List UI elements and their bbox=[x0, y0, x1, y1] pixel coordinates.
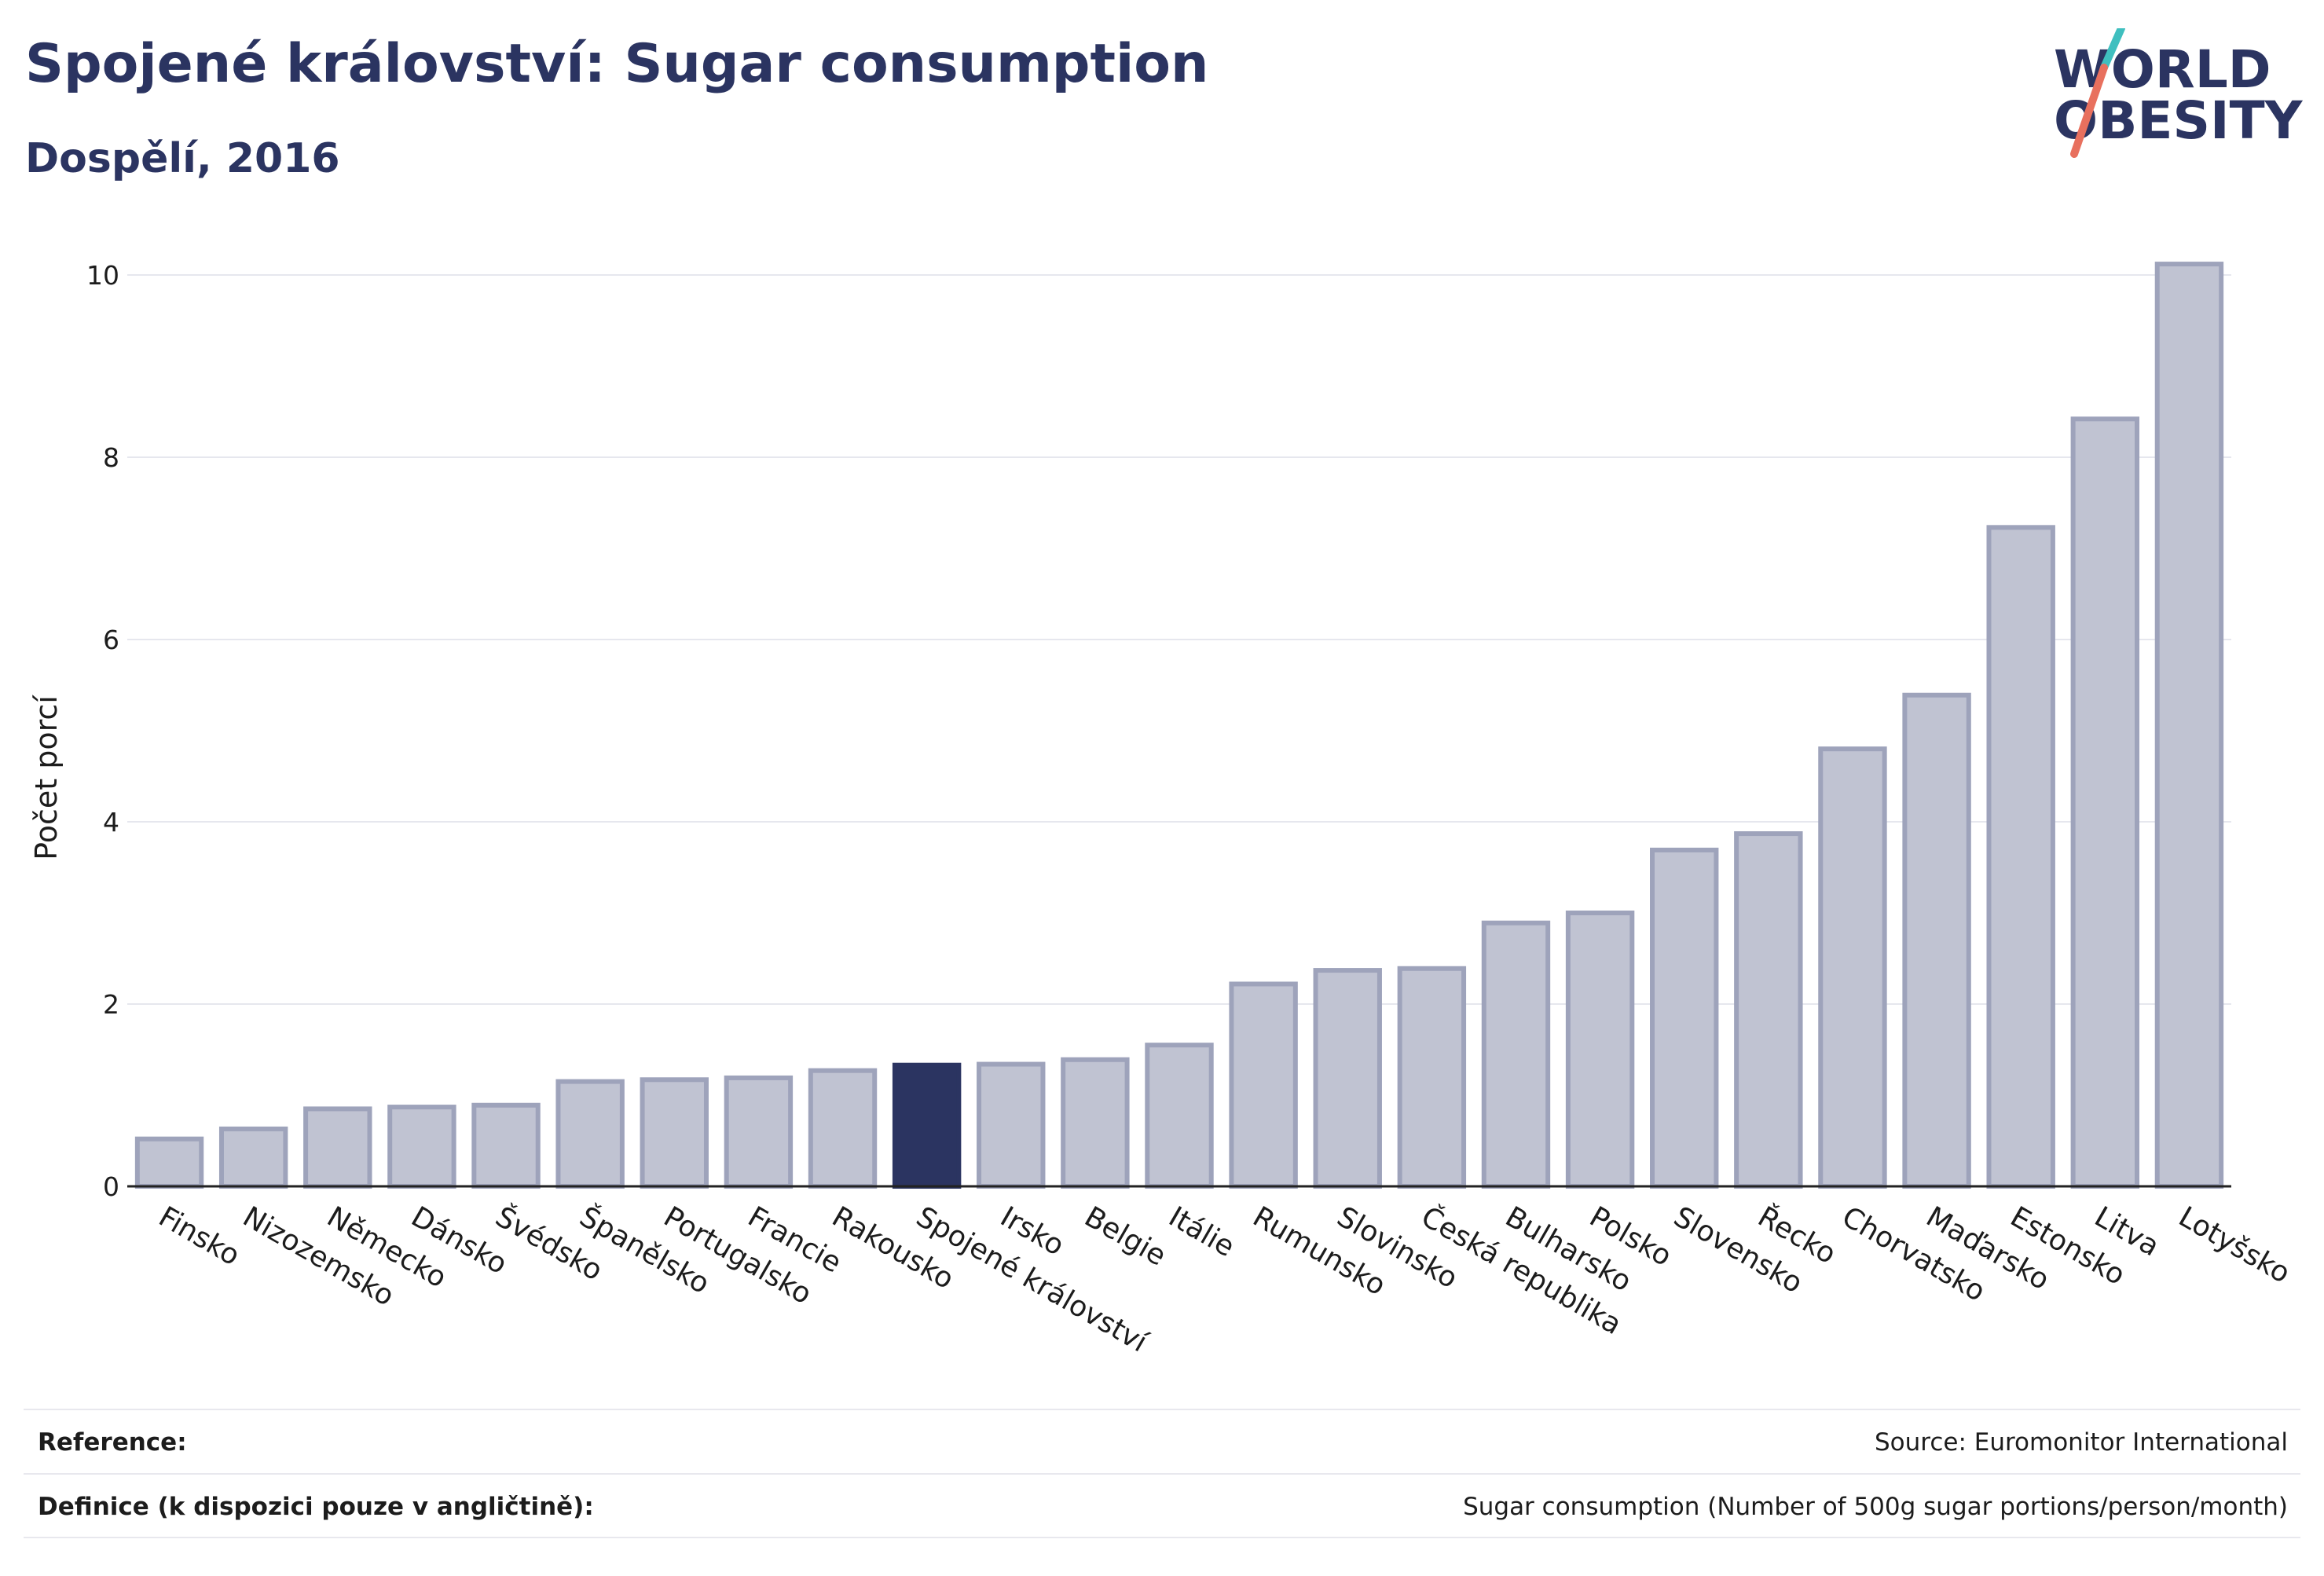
reference-label: Reference: bbox=[38, 1428, 187, 1457]
bar bbox=[808, 1068, 878, 1189]
logo-slash-teal bbox=[2100, 28, 2125, 71]
bar bbox=[2154, 262, 2224, 1189]
bar bbox=[218, 1126, 288, 1189]
bar bbox=[1986, 525, 2055, 1189]
page-subtitle: Dospělí, 2016 bbox=[25, 135, 340, 182]
bar bbox=[1734, 831, 1803, 1189]
definition-value: Sugar consumption (Number of 500g sugar … bbox=[1463, 1493, 2288, 1521]
footer-reference-row: Reference: Source: Euromonitor Internati… bbox=[24, 1409, 2300, 1475]
bar bbox=[555, 1079, 625, 1189]
bar bbox=[1481, 920, 1551, 1189]
y-tick-label: 4 bbox=[103, 807, 119, 837]
page-title: Spojené království: Sugar consumption bbox=[25, 33, 1209, 95]
y-tick-label: 6 bbox=[103, 625, 119, 655]
reference-value: Source: Euromonitor International bbox=[1874, 1428, 2288, 1457]
bar bbox=[1565, 911, 1635, 1189]
bar bbox=[1650, 847, 1719, 1189]
x-tick-label: Itálie bbox=[1164, 1200, 1241, 1263]
x-tick-label: Belgie bbox=[1079, 1200, 1171, 1272]
bar bbox=[1397, 966, 1467, 1189]
bar bbox=[1313, 968, 1382, 1189]
bar bbox=[1229, 981, 1298, 1189]
bar bbox=[724, 1075, 794, 1189]
bar bbox=[640, 1077, 709, 1189]
bar bbox=[1902, 692, 1971, 1189]
world-obesity-logo: WORLD OBESITY bbox=[2054, 28, 2304, 158]
y-axis-label: Počet porcí bbox=[29, 695, 64, 860]
x-tick-label: Finsko bbox=[153, 1200, 245, 1272]
bar bbox=[1145, 1043, 1214, 1189]
footer-definition-row: Definice (k dispozici pouze v angličtině… bbox=[24, 1473, 2300, 1539]
y-tick-label: 2 bbox=[103, 989, 119, 1020]
bar bbox=[303, 1106, 372, 1189]
logo-slash-coral bbox=[2070, 64, 2108, 158]
y-tick-label: 10 bbox=[86, 260, 119, 291]
y-tick-label: 8 bbox=[103, 442, 119, 473]
x-tick-label: Lotyšsko bbox=[2173, 1200, 2296, 1289]
definition-label: Definice (k dispozici pouze v angličtině… bbox=[38, 1493, 594, 1521]
bar bbox=[471, 1102, 541, 1189]
logo-line1: WORLD bbox=[2054, 39, 2271, 100]
bar bbox=[1818, 746, 1887, 1189]
bar-highlight bbox=[892, 1062, 962, 1189]
bar bbox=[387, 1105, 456, 1189]
bar bbox=[134, 1136, 204, 1189]
y-tick-label: 0 bbox=[103, 1171, 119, 1202]
bar bbox=[2070, 416, 2140, 1189]
bar bbox=[977, 1061, 1046, 1189]
footer-divider bbox=[24, 1537, 2300, 1538]
bar bbox=[1061, 1057, 1130, 1189]
